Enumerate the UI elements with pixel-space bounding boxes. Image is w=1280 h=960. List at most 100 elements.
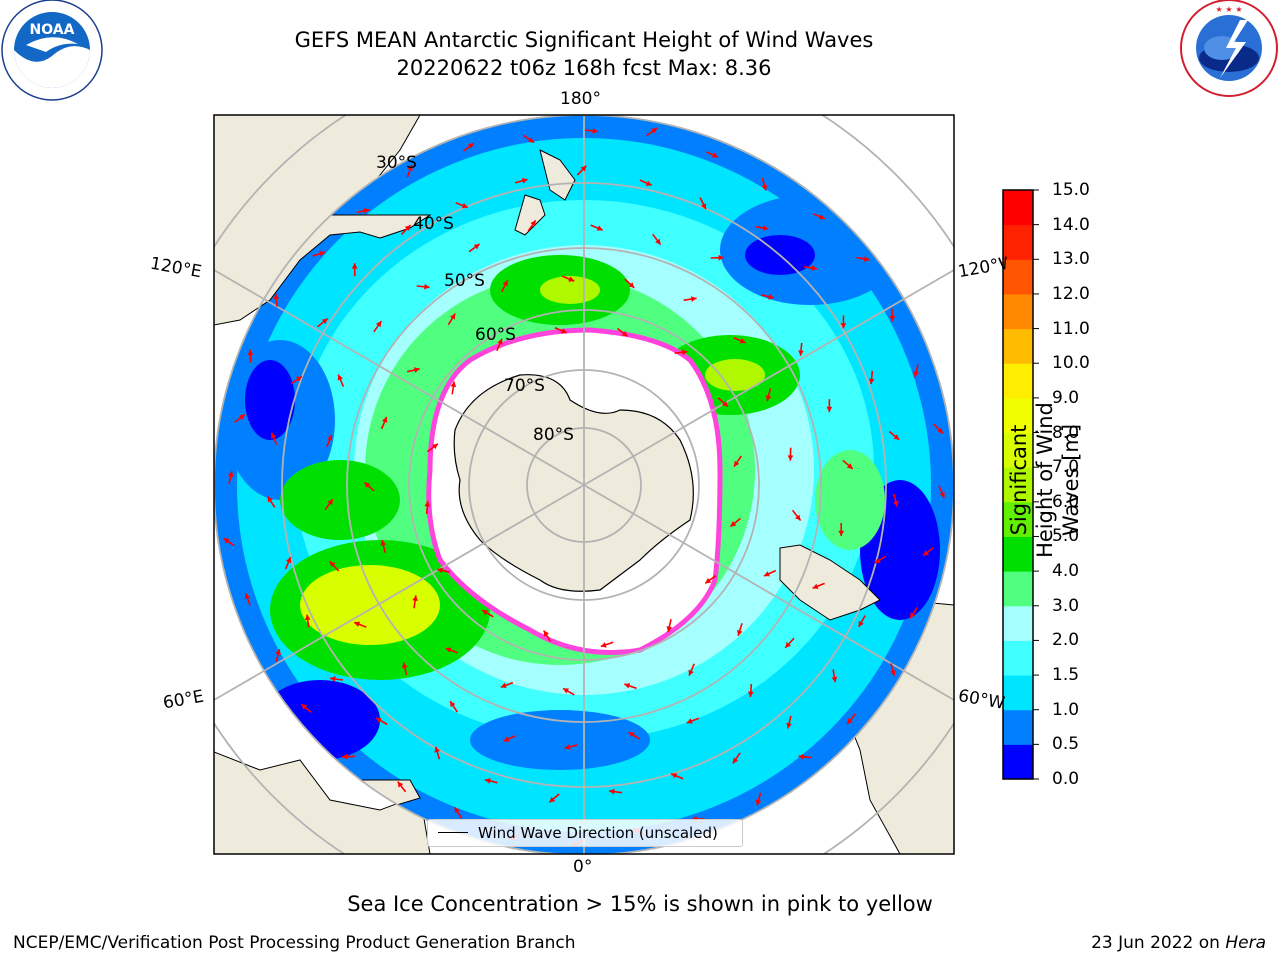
colorbar-segment xyxy=(1003,432,1033,468)
colorbar-segment xyxy=(1003,640,1033,676)
lat-label-50s: 50°S xyxy=(444,271,485,291)
wave-direction-arrowhead xyxy=(722,401,728,407)
map-legend: Wind Wave Direction (unscaled) xyxy=(427,819,743,847)
lon-label-0: 0° xyxy=(573,857,593,877)
wave-direction-arrowhead xyxy=(688,669,694,676)
wave-direction-arrowhead xyxy=(285,557,292,564)
lat-label-80s: 80°S xyxy=(533,425,574,445)
wave-direction-arrowhead xyxy=(275,649,281,655)
wave-direction-arrowhead xyxy=(437,567,443,574)
polar-map xyxy=(213,114,955,855)
wave-direction-arrowhead xyxy=(858,620,864,627)
wave-direction-arrowhead xyxy=(863,256,870,262)
wave-direction-arrowhead xyxy=(330,676,336,682)
colorbar-segment xyxy=(1003,190,1033,226)
wave-direction-arrowhead xyxy=(846,463,853,469)
wave-direction-arrowhead xyxy=(432,443,438,450)
wave-direction-arrowhead xyxy=(874,557,881,564)
wave-direction-arrowhead xyxy=(327,434,333,441)
run-date: 23 Jun 2022 on Hera xyxy=(1091,932,1266,954)
wave-direction-arrowhead xyxy=(482,610,489,616)
wave-direction-arrowhead xyxy=(682,349,688,356)
run-date-text: 23 Jun 2022 on xyxy=(1091,933,1226,953)
wave-direction-arrowhead xyxy=(847,718,853,725)
wave-direction-arrowhead xyxy=(321,318,328,325)
wave-field xyxy=(214,115,954,854)
wave-direction-arrowhead xyxy=(354,621,361,627)
wave-direction-arrowhead xyxy=(763,571,770,577)
colorbar-segment xyxy=(1003,501,1033,537)
legend-line-swatch xyxy=(438,832,468,833)
wave-direction-arrowhead xyxy=(787,455,794,461)
wave-direction-arrowhead xyxy=(450,701,456,708)
wave-direction-arrowhead xyxy=(301,704,308,710)
colorbar-tick-label: 2.0 xyxy=(1052,630,1080,651)
colorbar-tick-label: 3.0 xyxy=(1052,595,1080,616)
wave-direction-arrowhead xyxy=(337,374,343,381)
wave-direction-arrowhead xyxy=(701,203,707,210)
wave-direction-arrowhead xyxy=(304,614,311,621)
wave-direction-arrowhead xyxy=(244,593,251,600)
wave-direction-arrowhead xyxy=(549,796,556,803)
wave-direction-arrowhead xyxy=(238,414,245,420)
colorbar-label: Significant Height of Wind Waves [m] xyxy=(1007,402,1083,558)
wave-direction-arrowhead xyxy=(768,293,774,300)
wave-direction-arrowhead xyxy=(913,371,919,378)
colorbar-tick-label: 11.0 xyxy=(1052,318,1090,339)
wave-direction-arrowhead xyxy=(939,491,945,498)
colorbar-tick-label: 5.0 xyxy=(1052,526,1080,547)
lat-label-30s: 30°S xyxy=(376,153,417,173)
wave-direction-arrowhead xyxy=(765,395,772,401)
wave-direction-arrowhead xyxy=(786,722,792,729)
wave-direction-arrowhead xyxy=(404,225,411,231)
colorbar-tick-label: 10.0 xyxy=(1052,353,1090,374)
chart-subtitle: 20220622 t06z 168h fcst Max: 8.36 xyxy=(396,56,772,80)
wave-direction-arrowhead xyxy=(893,434,900,440)
colorbar-tick-label: 6.0 xyxy=(1052,491,1080,512)
colorbar-segment xyxy=(1003,293,1033,330)
wave-direction-arrowhead xyxy=(407,164,413,171)
wave-direction-arrowhead xyxy=(831,676,838,683)
wave-direction-arrowhead xyxy=(937,427,944,434)
wave-direction-arrowhead xyxy=(645,180,652,186)
colorbar xyxy=(1002,189,1039,780)
colorbar-tick-label: 1.0 xyxy=(1052,699,1080,720)
colorbar-segment xyxy=(1003,363,1033,399)
colorbar-segment xyxy=(1003,536,1033,572)
wave-direction-arrowhead xyxy=(560,328,567,334)
wave-direction-arrowhead xyxy=(473,244,480,250)
wave-direction-arrowhead xyxy=(718,254,724,261)
wave-direction-arrowhead xyxy=(890,670,896,676)
wave-direction-arrowhead xyxy=(380,540,387,546)
wave-direction-arrowhead xyxy=(342,753,348,760)
wave-direction-arrowhead xyxy=(528,137,535,143)
chart-title: GEFS MEAN Antarctic Significant Height o… xyxy=(294,28,874,52)
wave-direction-arrowhead xyxy=(381,416,388,423)
wave-direction-arrowhead xyxy=(568,276,575,282)
wave-direction-arrowhead xyxy=(461,202,468,209)
wave-direction-arrowhead xyxy=(412,595,418,601)
wave-direction-arrowhead xyxy=(762,225,769,231)
wave-direction-arrowhead xyxy=(503,736,510,742)
colorbar-tick-label: 7.0 xyxy=(1052,457,1080,478)
wave-direction-arrowhead xyxy=(691,296,697,302)
wave-direction-arrowhead xyxy=(543,630,549,637)
colorbar-segment xyxy=(1003,571,1033,607)
colorbar-tick-label: 4.0 xyxy=(1052,561,1080,582)
wave-direction-arrowhead xyxy=(798,753,804,760)
colorbar-tick-label: 1.5 xyxy=(1052,665,1080,686)
lat-label-60s: 60°S xyxy=(475,325,516,345)
wave-direction-arrowhead xyxy=(840,323,847,329)
wave-direction-arrowhead xyxy=(484,778,491,784)
wave-direction-arrowhead xyxy=(666,626,673,632)
colorbar-segment xyxy=(1003,709,1033,745)
wave-direction-arrowhead xyxy=(445,647,452,653)
wave-direction-arrowhead xyxy=(329,561,336,568)
wave-direction-arrowhead xyxy=(734,460,740,467)
colorbar-tick-label: 13.0 xyxy=(1052,249,1090,270)
wave-direction-arrowhead xyxy=(838,530,845,536)
wave-direction-arrowhead xyxy=(795,514,801,521)
wave-direction-arrowhead xyxy=(730,521,737,527)
wave-direction-arrowhead xyxy=(785,641,791,648)
colorbar-tick-label: 9.0 xyxy=(1052,387,1080,408)
